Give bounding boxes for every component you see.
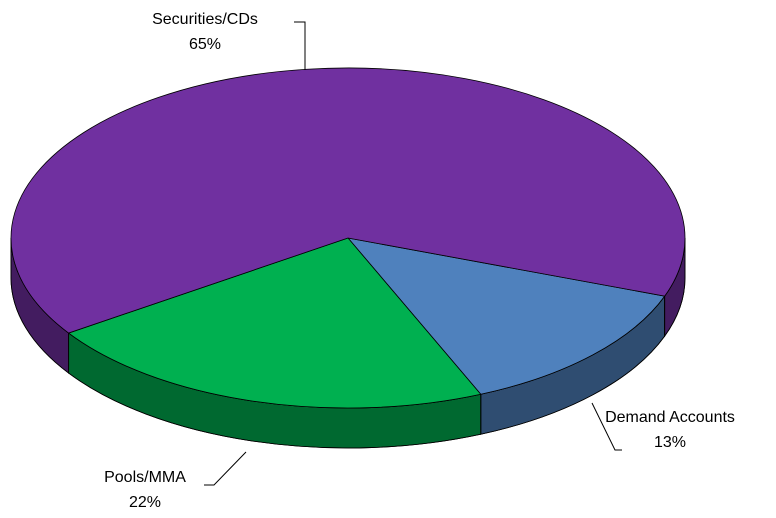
pie-slice (67, 237, 482, 409)
slice-name: Demand Accounts (605, 409, 735, 426)
slice-name: Pools/MMA (104, 469, 186, 486)
pie-slice (10, 67, 686, 334)
pie-slice (346, 237, 666, 395)
data-label: Pools/MMA 22% (75, 465, 215, 515)
slice-percent: 22% (128, 494, 162, 511)
slice-percent: 65% (188, 36, 222, 53)
leader-line (294, 21, 306, 70)
leader-line (591, 402, 622, 451)
leader-line (204, 451, 247, 486)
slice-percent: 13% (653, 434, 687, 451)
data-label: Demand Accounts 13% (600, 405, 740, 455)
data-label: Securities/CDs 65% (130, 7, 280, 57)
slice-name: Securities/CDs (152, 11, 258, 28)
